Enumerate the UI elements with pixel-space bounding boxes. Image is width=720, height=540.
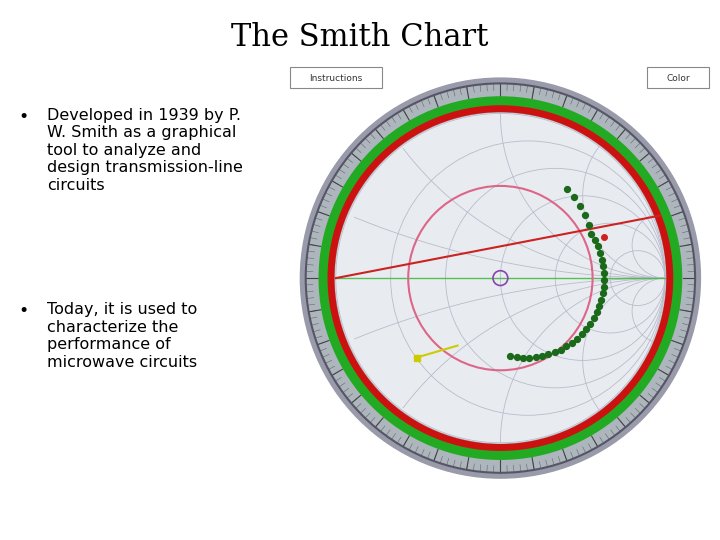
Text: Today, it is used to
characterize the
performance of
microwave circuits: Today, it is used to characterize the pe… [47, 302, 197, 369]
Point [595, 248, 606, 257]
Text: Instructions: Instructions [309, 73, 362, 83]
Point [582, 220, 594, 229]
Point [585, 320, 596, 328]
Circle shape [306, 83, 695, 473]
Point [589, 236, 600, 245]
FancyBboxPatch shape [289, 68, 382, 88]
Point [561, 185, 572, 193]
Text: The Smith Chart: The Smith Chart [231, 22, 489, 52]
Point [593, 302, 605, 310]
Point [580, 325, 592, 334]
Point [575, 202, 586, 211]
Point [596, 255, 608, 264]
Point [598, 269, 610, 278]
Point [576, 330, 588, 339]
Point [598, 275, 610, 284]
Point [530, 353, 541, 361]
Text: Color: Color [667, 73, 690, 83]
Point [585, 230, 597, 239]
Point [543, 350, 554, 359]
Point [536, 352, 548, 360]
Circle shape [300, 78, 701, 478]
Point [555, 345, 567, 354]
Point [597, 289, 608, 298]
FancyBboxPatch shape [647, 68, 709, 88]
Point [549, 348, 560, 356]
Point [523, 353, 535, 362]
Point [571, 334, 582, 343]
Point [505, 352, 516, 360]
Point [592, 242, 603, 251]
Text: Developed in 1939 by P.
W. Smith as a graphical
tool to analyze and
design trans: Developed in 1939 by P. W. Smith as a gr… [47, 108, 243, 193]
Point [595, 295, 607, 304]
Point [591, 308, 603, 317]
Circle shape [336, 113, 665, 443]
Point [568, 193, 580, 201]
Point [598, 262, 609, 271]
Point [560, 342, 572, 351]
Point [588, 314, 600, 323]
Text: •: • [18, 108, 28, 126]
Text: •: • [18, 302, 28, 320]
Point [566, 339, 577, 347]
Point [598, 282, 610, 291]
Point [517, 353, 528, 362]
Point [579, 211, 590, 220]
Point [510, 353, 522, 361]
